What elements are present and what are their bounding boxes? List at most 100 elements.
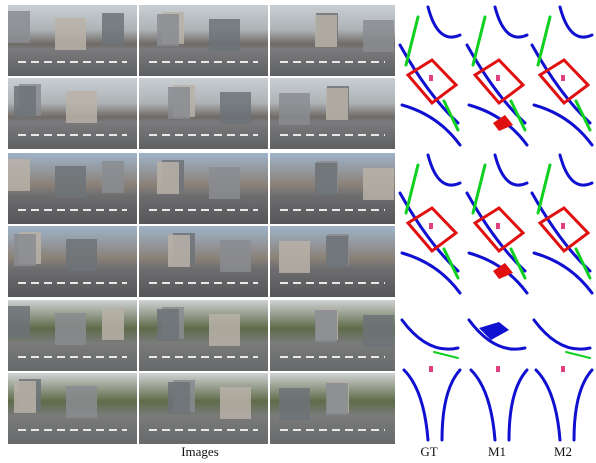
map-line [534, 368, 562, 442]
building [326, 236, 348, 268]
building [279, 241, 310, 273]
map-line [442, 247, 460, 280]
map [467, 318, 529, 442]
building [157, 162, 179, 194]
ego-marker [496, 75, 500, 81]
map-line [558, 153, 594, 187]
map-line [471, 163, 487, 215]
building [55, 313, 86, 345]
map-line [405, 206, 459, 254]
building [157, 14, 179, 46]
building [66, 91, 97, 123]
map-line [471, 15, 487, 67]
building [102, 13, 124, 45]
map [532, 318, 594, 442]
ego-marker [561, 75, 565, 81]
map-line [509, 99, 527, 132]
building [55, 166, 86, 198]
map-line [509, 247, 527, 280]
map-line [472, 58, 526, 106]
map-line [565, 351, 591, 359]
map-line [507, 368, 529, 442]
map-line [404, 163, 420, 215]
building [168, 382, 190, 414]
column-label: M2 [554, 444, 572, 459]
map-line [532, 251, 594, 295]
column-label: GT [420, 444, 437, 459]
map-line [536, 163, 552, 215]
map [530, 5, 594, 147]
map [398, 5, 462, 147]
map-line [402, 368, 430, 442]
map-line [536, 15, 552, 67]
map-line [574, 247, 592, 280]
building [14, 234, 36, 266]
building [102, 161, 124, 193]
ego-marker [496, 223, 500, 229]
map-line [400, 251, 462, 295]
building [66, 386, 97, 418]
map-line [537, 58, 591, 106]
map-line [405, 58, 459, 106]
building [315, 15, 337, 47]
ego-marker [561, 366, 565, 372]
image-grid [8, 5, 395, 444]
blob [493, 115, 513, 131]
building [14, 381, 36, 413]
building [315, 163, 337, 195]
building [326, 88, 348, 120]
map [400, 318, 462, 442]
ego-marker [429, 223, 433, 229]
ego-marker [496, 366, 500, 372]
ego-marker [561, 223, 565, 229]
building [209, 167, 240, 199]
building [168, 87, 190, 119]
building [168, 235, 190, 267]
building [363, 168, 394, 200]
map [398, 153, 462, 295]
building [315, 310, 337, 342]
map-line [558, 5, 594, 39]
blob [479, 322, 509, 340]
building [209, 314, 240, 346]
map-line [572, 368, 594, 442]
building [209, 19, 240, 51]
building [102, 308, 124, 340]
blob [493, 263, 513, 279]
building [8, 159, 30, 191]
building [157, 309, 179, 341]
map-line [467, 318, 527, 351]
map-line [469, 368, 497, 442]
map-line [404, 15, 420, 67]
map-line [493, 153, 529, 187]
map-line [472, 206, 526, 254]
building [279, 388, 310, 420]
building [220, 387, 251, 419]
building [279, 93, 310, 125]
building [8, 306, 30, 338]
map-line [532, 103, 594, 147]
building [8, 11, 30, 43]
building [66, 239, 97, 271]
map-line [400, 103, 462, 147]
map-line [493, 5, 529, 39]
map-line [426, 5, 462, 39]
map [465, 153, 529, 295]
map-line [426, 153, 462, 187]
map-line [433, 351, 459, 359]
building [220, 240, 251, 272]
ego-marker [429, 75, 433, 81]
map [530, 153, 594, 295]
building [14, 86, 36, 118]
map-line [537, 206, 591, 254]
map-line [532, 318, 592, 351]
building [326, 383, 348, 415]
map-line [574, 99, 592, 132]
building [363, 315, 394, 347]
building [220, 92, 251, 124]
map [465, 5, 529, 147]
ego-marker [429, 366, 433, 372]
map-line [442, 99, 460, 132]
map-line [440, 368, 462, 442]
